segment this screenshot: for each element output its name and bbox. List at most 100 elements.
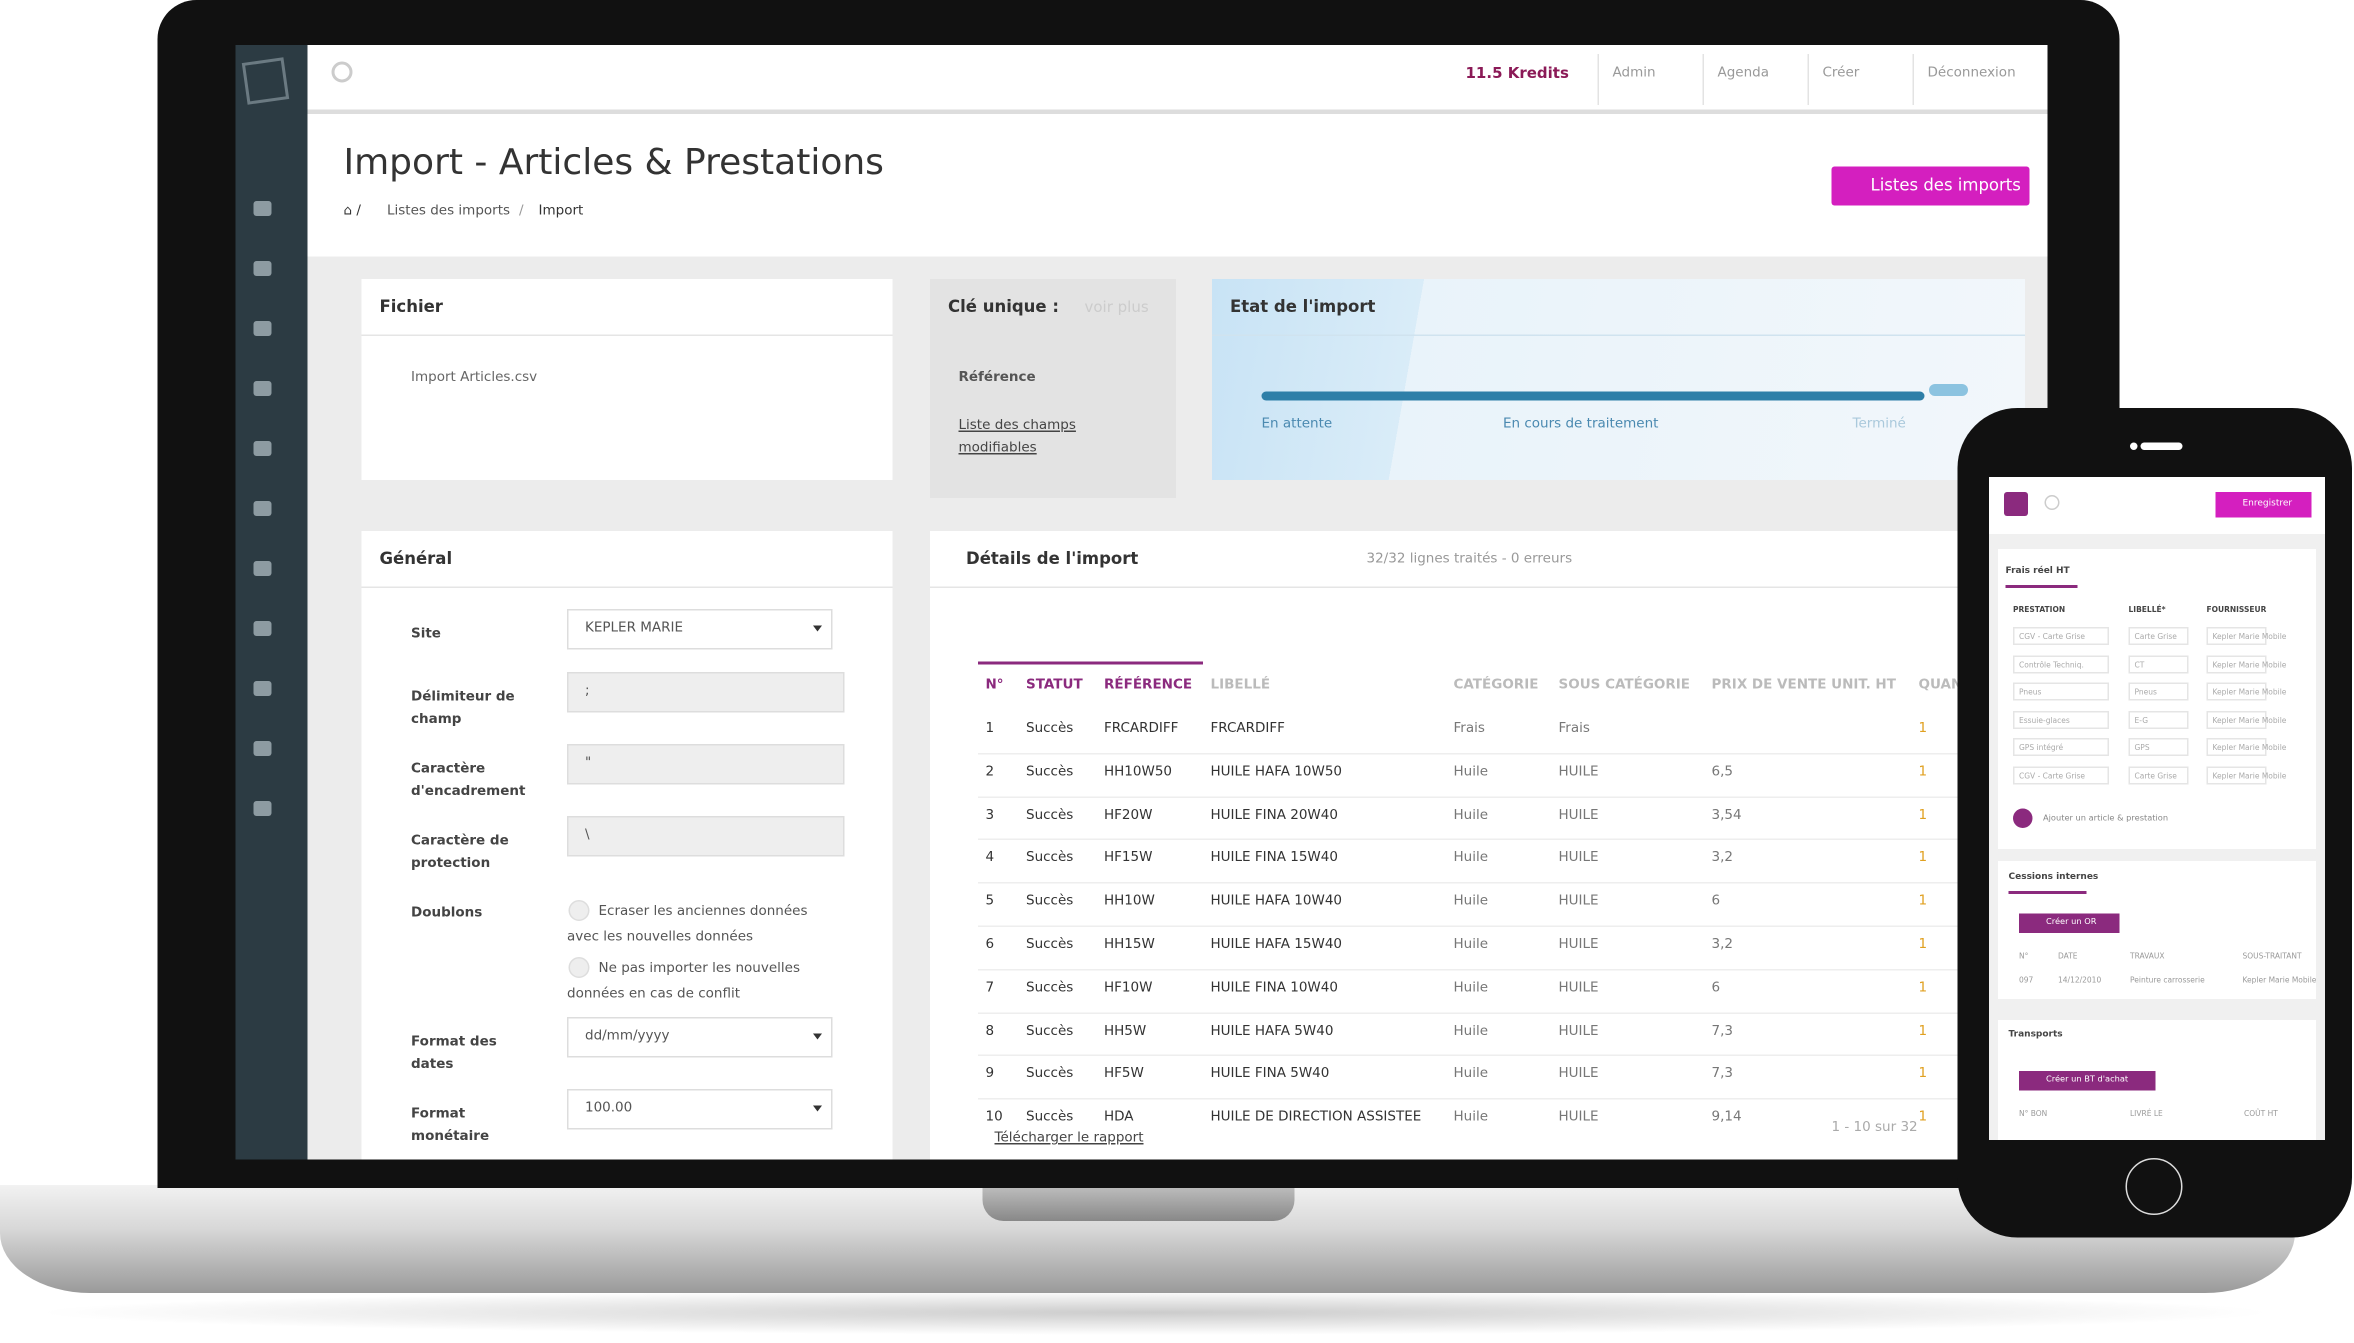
cell: Kepler Marie Mobile [2242,976,2317,986]
mobile-input[interactable]: CGV - Carte Grise [2013,627,2109,645]
cell: HF15W [1104,851,1153,867]
field-select[interactable]: KEPLER MARIE [567,609,833,650]
cell: 7,3 [1711,1067,1733,1083]
column-header[interactable]: SOUS CATÉGORIE [1558,678,1691,693]
input-value: GPS [2134,744,2150,753]
summary: 32/32 lignes traités - 0 erreurs [1366,552,1573,567]
row-divider [978,839,1968,841]
field-select[interactable]: dd/mm/yyyy [567,1017,833,1058]
cell: 1 [1918,721,1928,737]
column-header: N° BON [2019,1110,2048,1119]
cell: HH10W [1104,894,1155,910]
breadcrumb-link[interactable]: Listes des imports [387,204,511,219]
field-label: Délimiteur de champ [411,690,515,728]
search-icon[interactable] [331,61,353,83]
list-button[interactable]: Listes des imports [1831,166,2030,206]
pagination: 1 - 10 sur 32 [1831,1120,1918,1136]
cell: HDA [1104,1110,1134,1126]
cell: HUILE [1558,894,1599,910]
cell: HUILE [1558,851,1599,867]
column-header[interactable]: LIBELLÉ [1210,678,1271,693]
nav-icon[interactable] [253,621,272,636]
mobile-input[interactable]: Carte Grise [2128,627,2189,645]
column-header[interactable]: RÉFÉRENCE [1104,678,1193,693]
column-header[interactable]: N° [985,678,1004,693]
cell: Succès [1026,937,1074,953]
nav-icon[interactable] [253,801,272,816]
menu-icon[interactable] [2004,492,2028,516]
column-header: COÛT HT [2244,1110,2278,1119]
download-link[interactable]: Télécharger le rapport [994,1131,1144,1146]
cle-more[interactable]: voir plus [1084,300,1149,317]
field-input[interactable]: " [567,744,845,785]
menu-item[interactable]: Créer [1822,66,1860,81]
cell: HUILE [1558,764,1599,780]
nav-icon[interactable] [253,441,272,456]
nav-icon[interactable] [253,381,272,396]
mobile-search[interactable] [2044,495,2060,510]
radio[interactable] [568,900,590,921]
mobile-input[interactable]: Kepler Marie Mobile [2206,738,2286,756]
nav-icon[interactable] [253,321,272,336]
radio[interactable] [568,957,590,978]
cle-link[interactable]: Liste des champs modifiables [958,418,1076,457]
mobile-input[interactable]: GPS intégré [2013,738,2109,756]
field-select[interactable]: 100.00 [567,1089,833,1130]
nav-icon[interactable] [253,201,272,216]
laptop-notch [982,1188,1295,1221]
mobile-input[interactable]: Kepler Marie Mobile [2206,682,2286,701]
cell: HUILE DE DIRECTION ASSISTEE [1210,1110,1422,1126]
mobile-input[interactable]: Kepler Marie Mobile [2206,627,2286,645]
cell: HUILE HAFA 10W50 [1210,764,1343,780]
nav-icon[interactable] [253,681,272,696]
mobile-button[interactable]: Créer un OR [2019,913,2120,933]
save-button[interactable]: Enregistrer [2215,492,2312,518]
nav-icon[interactable] [253,261,272,276]
mobile-input[interactable]: Pneus [2013,682,2109,701]
section-underline [2005,585,2078,588]
field-label: Caractère d'encadrement [411,762,526,800]
cell: Frais [1453,721,1485,737]
cell: 3,2 [1711,851,1733,867]
mobile-input[interactable]: Contrôle Techniq. [2013,654,2109,673]
cell: Huile [1453,894,1489,910]
row-divider [978,882,1968,884]
mobile-input[interactable]: E-G [2128,710,2189,729]
mobile-input[interactable]: CGV - Carte Grise [2013,765,2109,784]
cell: 6 [985,937,995,953]
column-header[interactable]: CATÉGORIE [1453,678,1539,693]
nav-icon[interactable] [253,741,272,756]
input-value: CGV - Carte Grise [2019,771,2086,781]
menu-item[interactable]: Déconnexion [1927,66,2016,81]
mobile-input[interactable]: GPS [2128,738,2189,756]
mobile-button[interactable]: Créer un BT d'achat [2019,1071,2156,1091]
menu-divider [1597,54,1599,105]
cell: 1 [1918,1067,1928,1083]
cell: Huile [1453,851,1489,867]
column-header[interactable]: PRIX DE VENTE UNIT. HT [1711,678,1896,693]
nav-icon[interactable] [253,501,272,516]
column-header[interactable]: STATUT [1026,678,1083,693]
mobile-input[interactable]: Kepler Marie Mobile [2206,710,2286,729]
input-value: Pneus [2134,688,2157,698]
column-header: SOUS-TRAITANT [2242,952,2302,962]
nav-icon[interactable] [253,561,272,576]
mobile-input[interactable]: Kepler Marie Mobile [2206,765,2286,784]
cell: 14/12/2010 [2058,976,2102,986]
mobile-input[interactable]: Essuie-glaces [2013,710,2109,729]
cell: HH5W [1104,1023,1147,1039]
field-input[interactable]: \ [567,816,845,857]
field-input[interactable]: ; [567,672,845,713]
phone-home[interactable] [2125,1158,2183,1215]
mobile-input[interactable]: Carte Grise [2128,765,2189,784]
mobile-input[interactable]: Pneus [2128,682,2189,701]
mobile-input[interactable]: Kepler Marie Mobile [2206,654,2286,673]
add-label[interactable]: Ajouter un article & prestation [2043,814,2169,824]
menu-item[interactable]: Agenda [1717,66,1770,81]
mobile-input[interactable]: CT [2128,654,2189,673]
menu-item[interactable]: Admin [1612,66,1656,81]
add-icon[interactable] [2013,808,2033,828]
row-divider [978,795,1968,798]
